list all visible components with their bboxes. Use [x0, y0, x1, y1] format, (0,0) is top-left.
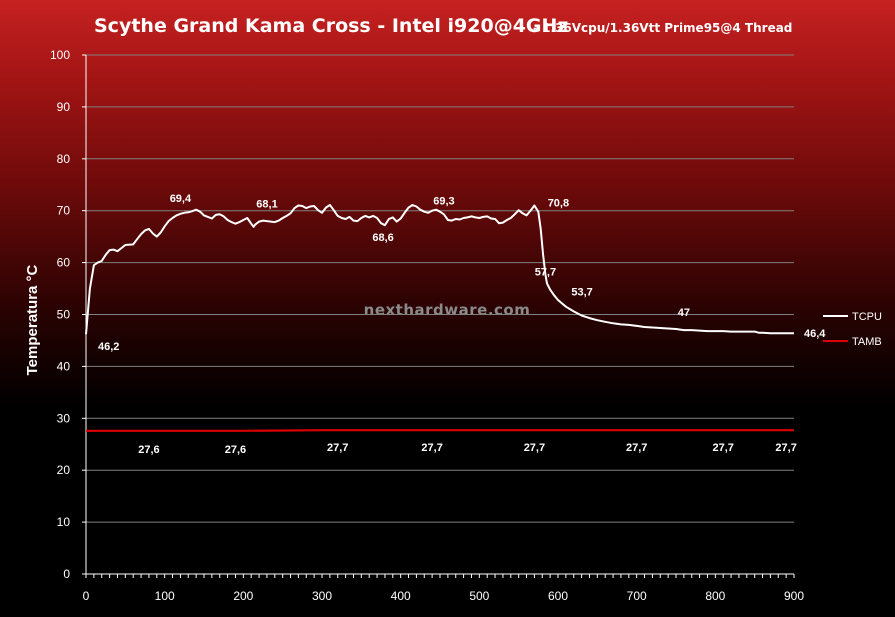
series-line-tamb: [86, 429, 794, 432]
grid-layer: [86, 54, 794, 523]
y-tick-label: 90: [57, 100, 71, 114]
axis-layer: 0 10 20 30 40 50 60 70 80 90 100 0 100 200 300 400 500 60…: [50, 48, 804, 603]
series-line-tcpu: [85, 204, 794, 335]
data-label-tamb: 27,7: [421, 442, 442, 454]
x-tick-label: 700: [627, 589, 647, 603]
x-tick-label: 900: [784, 589, 804, 603]
y-tick-label: 100: [50, 48, 70, 62]
data-label-tcpu: 46,2: [98, 341, 119, 353]
data-label-tamb: 27,7: [712, 442, 733, 454]
data-label-tamb: 27,7: [775, 442, 796, 454]
legend-label-tcpu: TCPU: [852, 311, 882, 323]
data-label-layer: 46,2 69,4 68,1 68,6 69,3 70,8 57,7 53,7 47 46,4 27…: [98, 193, 826, 456]
data-label-tcpu: 47: [678, 307, 690, 319]
data-label-tcpu: 46,4: [804, 328, 826, 340]
x-tick-label: 100: [155, 589, 175, 603]
data-label-tcpu: 68,1: [256, 199, 277, 211]
watermark: nexthardware.com: [364, 301, 531, 319]
x-tick-label: 800: [705, 589, 725, 603]
x-tick-label: 600: [548, 589, 568, 603]
x-tick-label: 400: [391, 589, 411, 603]
y-tick-label: 30: [57, 411, 71, 425]
x-tick-label: 200: [233, 589, 253, 603]
data-label-tcpu: 68,6: [372, 232, 393, 244]
series-layer: [85, 204, 794, 432]
data-label-tamb: 27,6: [138, 444, 159, 456]
y-tick-label: 60: [57, 256, 71, 270]
data-label-tcpu: 70,8: [548, 198, 569, 210]
data-label-tcpu: 53,7: [571, 286, 592, 298]
chart-subtitle: - 1.36Vcpu/1.36Vtt Prime95@4 Thread: [533, 21, 792, 35]
data-label-tcpu: 69,4: [170, 193, 192, 205]
data-label-tcpu: 57,7: [535, 267, 556, 279]
data-label-tamb: 27,7: [626, 442, 647, 454]
y-axis-label: Temperatura °C: [24, 264, 41, 375]
x-tick-label: 500: [469, 589, 489, 603]
chart-title: Scythe Grand Kama Cross - Intel i920@4GH…: [94, 15, 569, 37]
x-tick-label: 300: [312, 589, 332, 603]
x-tick-label: 0: [83, 589, 90, 603]
y-tick-label: 80: [57, 152, 71, 166]
data-label-tcpu: 69,3: [433, 195, 454, 207]
y-tick-label: 10: [57, 515, 71, 529]
data-label-tamb: 27,6: [225, 444, 246, 456]
y-tick-label: 50: [57, 308, 71, 322]
y-tick-label: 40: [57, 359, 71, 373]
legend-label-tamb: TAMB: [852, 336, 882, 348]
y-tick-label: 70: [57, 204, 71, 218]
data-label-tamb: 27,7: [327, 442, 348, 454]
y-tick-label: 0: [63, 567, 70, 581]
legend: TCPU TAMB: [823, 311, 882, 348]
y-tick-label: 20: [57, 463, 71, 477]
data-label-tamb: 27,7: [524, 442, 545, 454]
